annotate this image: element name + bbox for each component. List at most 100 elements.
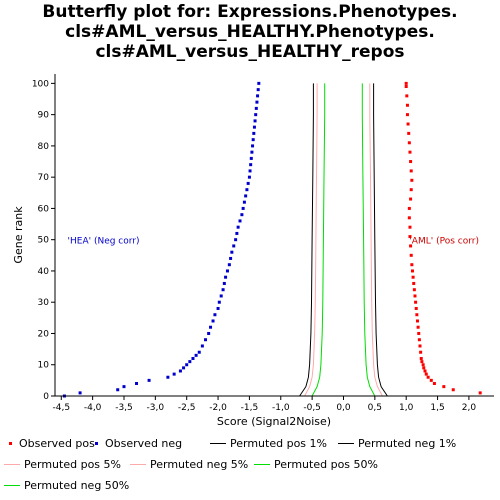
plot-annotation: 'HEA' (Neg corr): [68, 237, 140, 247]
data-point: [420, 360, 424, 364]
data-point: [478, 391, 482, 395]
legend-item: Permuted pos 1%: [210, 435, 327, 451]
y-tick-label: 100: [32, 79, 49, 89]
y-tick-label: 40: [38, 267, 50, 277]
axes-layer: -4,5 -4,0 -3,5 -3,0 -2,5 -2,0 -1,5 -1,0 -0,5 0,0 0…: [32, 74, 494, 413]
x-tick-label: -1,5: [241, 403, 259, 413]
x-tick-label: -4,0: [84, 403, 102, 413]
data-point: [116, 388, 120, 392]
plot-annotation: 'AML' (Pos corr): [409, 237, 479, 247]
data-point: [244, 194, 248, 198]
data-point: [241, 206, 245, 210]
data-point: [409, 160, 413, 164]
legend-label: Permuted neg 1%: [358, 436, 457, 450]
data-point: [405, 113, 409, 117]
y-tick-label: 0: [43, 392, 49, 402]
data-point: [415, 319, 419, 323]
data-point: [207, 331, 211, 335]
y-tick-label: 60: [38, 204, 50, 214]
series-permuted-pos-5: [369, 83, 383, 397]
x-tick-label: -0,5: [303, 403, 321, 413]
legend-label: Permuted pos 1%: [230, 436, 327, 450]
data-point: [409, 253, 413, 257]
data-point: [135, 381, 139, 385]
data-point: [78, 391, 82, 395]
data-point: [411, 275, 415, 279]
legend-item: Permuted neg 5%: [130, 456, 248, 472]
chart-title-line-1: Butterfly plot for: Expressions.Phenotyp…: [42, 2, 458, 22]
legend-swatch: [9, 441, 12, 445]
data-point: [188, 360, 192, 364]
legend-label: Permuted pos 50%: [274, 457, 378, 471]
data-point: [194, 353, 198, 357]
data-point: [256, 94, 260, 98]
data-point: [222, 281, 226, 285]
x-tick-label: -2,5: [178, 403, 196, 413]
legend-label: Permuted neg 50%: [24, 478, 130, 492]
data-point: [252, 125, 256, 129]
data-point: [409, 197, 413, 201]
data-point: [419, 350, 423, 354]
data-point: [254, 106, 258, 110]
plot-area: [55, 74, 494, 396]
series-permuted-neg-5: [304, 83, 318, 397]
data-point: [200, 344, 204, 348]
x-tick-label: -2,0: [209, 403, 227, 413]
legend-item: Observed neg: [90, 435, 182, 451]
data-point: [422, 366, 426, 370]
data-point: [255, 100, 259, 104]
data-point: [409, 244, 413, 248]
data-point: [404, 81, 408, 85]
data-point: [236, 225, 240, 229]
data-point: [209, 325, 213, 329]
legend-label: Observed neg: [105, 436, 183, 450]
data-point: [418, 344, 422, 348]
series-observed-neg: [62, 81, 261, 398]
data-point: [419, 356, 423, 360]
legend-item: Permuted pos 50%: [254, 456, 378, 472]
data-point: [416, 325, 420, 329]
series-observed-pos: [404, 81, 482, 395]
data-point: [240, 213, 244, 217]
data-point: [254, 113, 258, 117]
data-point: [172, 372, 176, 376]
legend-swatch: [210, 442, 226, 444]
data-point: [412, 288, 416, 292]
data-point: [242, 200, 246, 204]
data-point: [407, 141, 411, 145]
data-point: [406, 122, 410, 126]
data-point: [410, 269, 414, 273]
data-point: [408, 235, 412, 239]
data-point: [191, 356, 195, 360]
data-point: [227, 263, 231, 267]
data-point: [225, 269, 229, 273]
legend-item: Observed pos: [4, 435, 95, 451]
data-point: [409, 169, 413, 173]
data-point: [407, 131, 411, 135]
data-point: [229, 256, 233, 260]
data-point: [256, 88, 260, 92]
annotation-layer: 'HEA' (Neg corr) 'AML' (Pos corr): [68, 237, 479, 247]
data-point: [451, 388, 455, 392]
y-tick-label: 80: [38, 142, 50, 152]
chart-title-line-2: cls#AML_versus_HEALTHY.Phenotypes.: [65, 22, 435, 42]
legend-swatch: [338, 442, 354, 444]
data-point: [249, 163, 253, 167]
data-point: [414, 300, 418, 304]
data-point: [413, 294, 417, 298]
chart-title: Butterfly plot for: Expressions.Phenotyp…: [0, 2, 500, 62]
data-point: [421, 363, 425, 367]
y-axis-label: Gene rank: [12, 206, 25, 264]
data-point: [432, 381, 436, 385]
data-point: [235, 231, 239, 235]
legend-label: Permuted pos 5%: [24, 457, 121, 471]
x-tick-label: -3,0: [147, 403, 165, 413]
data-point: [417, 331, 421, 335]
data-point: [442, 385, 446, 389]
data-point: [409, 188, 413, 192]
butterfly-plot: -4,5 -4,0 -3,5 -3,0 -2,5 -2,0 -1,5 -1,0 -0,5 0,0 0…: [12, 74, 494, 428]
data-point: [122, 385, 126, 389]
series-permuted-neg-1: [299, 83, 314, 397]
data-point: [252, 131, 256, 135]
series-layer: [62, 81, 482, 398]
